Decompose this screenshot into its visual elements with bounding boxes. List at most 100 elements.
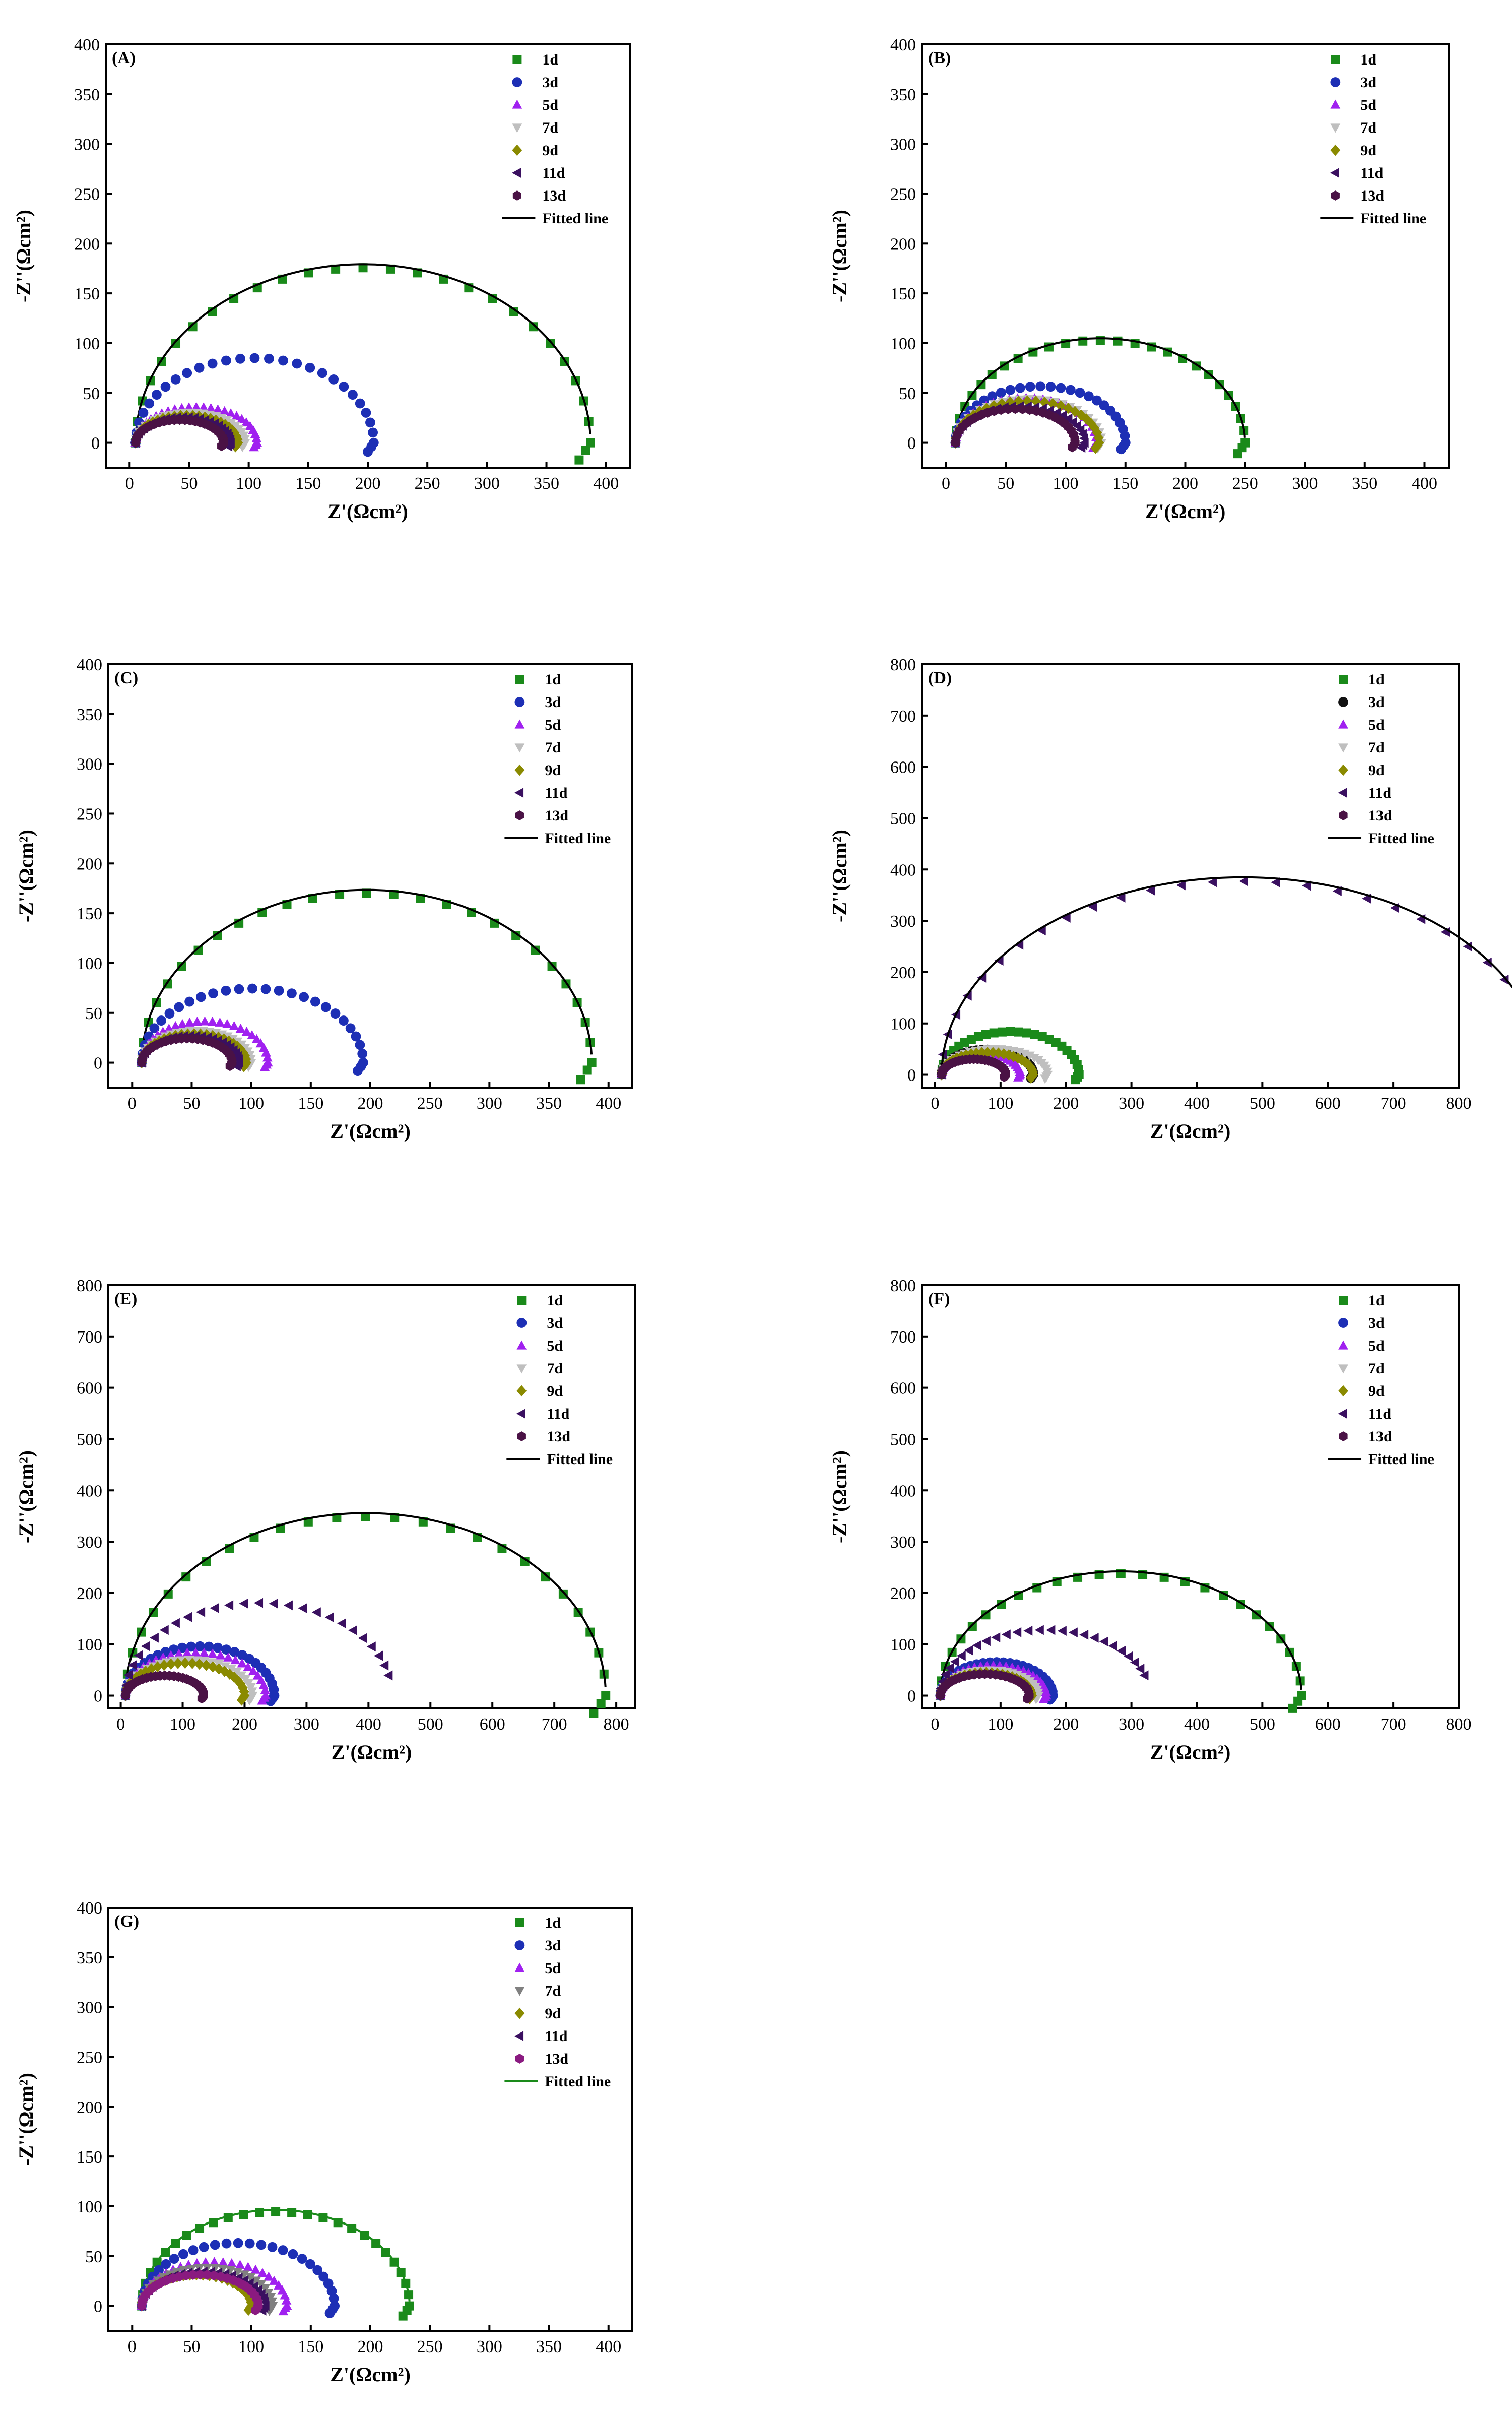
data-point-11d <box>1108 1641 1117 1651</box>
data-point-13d <box>225 1061 234 1071</box>
legend-label-fitted-line: Fitted line <box>1368 1451 1434 1468</box>
data-point-9d <box>159 1659 169 1671</box>
y-tick-label: 200 <box>890 964 916 982</box>
y-tick-label: 800 <box>890 656 916 674</box>
legend-marker-11d <box>1338 788 1347 798</box>
data-point-3d <box>186 1641 196 1652</box>
x-tick-label: 200 <box>355 474 381 493</box>
legend-marker-9d <box>516 1385 527 1397</box>
y-tick-label: 100 <box>77 2198 102 2216</box>
data-point-5d <box>274 2280 284 2290</box>
data-point-5d <box>235 2260 245 2269</box>
y-tick-label: 700 <box>890 707 916 726</box>
data-point-11d <box>141 1641 150 1651</box>
y-tick-label: 50 <box>85 2248 102 2266</box>
nyquist-panel-d: 0 100 200 300 400 500 600 700 800 0 100 200 300 400 50… <box>828 656 1512 1142</box>
y-tick-label: 300 <box>890 1533 916 1552</box>
data-point-3d <box>355 398 365 409</box>
legend-label-5d: 5d <box>545 1960 561 1977</box>
data-point-13d <box>990 406 999 416</box>
data-point-3d <box>357 1048 368 1059</box>
legend-label-fitted-line: Fitted line <box>1368 830 1434 847</box>
data-point-3d <box>1075 388 1085 398</box>
legend-marker-11d <box>1330 168 1339 178</box>
data-point-11d <box>940 1669 950 1680</box>
y-tick-label: 100 <box>77 955 102 973</box>
data-point-9d <box>152 1661 163 1673</box>
data-point-11d <box>1271 877 1280 887</box>
data-point-9d <box>1081 413 1092 425</box>
data-point-9d <box>236 1694 247 1706</box>
x-tick-label: 150 <box>1112 474 1138 493</box>
nyquist-panel-b: 0 50 100 150 200 250 300 350 400 0 50 100 150 200 250 3… <box>828 36 1450 523</box>
panel-label: (B) <box>928 49 951 68</box>
data-point-11d <box>950 1657 959 1667</box>
data-point-1d <box>997 1027 1007 1037</box>
data-point-11d <box>239 1598 248 1609</box>
data-point-5d <box>223 1652 233 1662</box>
y-tick-label: 600 <box>890 758 916 777</box>
data-point-11d <box>1176 880 1186 891</box>
y-tick-label: 800 <box>77 1277 102 1295</box>
data-point-11d <box>991 1632 1001 1643</box>
data-point-5d <box>222 1019 232 1028</box>
x-tick-label: 100 <box>988 1715 1013 1734</box>
y-tick-label: 400 <box>890 1482 916 1500</box>
data-point-11d <box>223 441 233 452</box>
data-point-3d <box>363 447 373 457</box>
legend-label-5d: 5d <box>542 97 558 113</box>
data-point-3d <box>1015 383 1025 393</box>
data-point-5d <box>248 1666 258 1675</box>
legend-label-11d: 11d <box>1368 1406 1391 1422</box>
data-point-11d <box>1130 1657 1139 1668</box>
data-point-9d <box>966 1048 976 1060</box>
y-axis-label: -Z''(Ωcm²) <box>12 210 35 302</box>
data-point-5d <box>207 1648 218 1658</box>
y-axis-label: -Z''(Ωcm²) <box>15 830 37 922</box>
data-point-9d <box>1089 422 1100 434</box>
series-13d <box>137 1033 237 1071</box>
data-point-1d <box>1014 1027 1023 1037</box>
x-axis-label: Z'(Ωcm²) <box>1145 500 1226 523</box>
legend-label-9d: 9d <box>542 142 558 159</box>
x-tick-label: 800 <box>1446 1715 1472 1734</box>
data-point-9d <box>982 1047 993 1058</box>
legend-label-9d: 9d <box>1368 762 1385 779</box>
data-point-1d <box>1037 1032 1047 1041</box>
data-point-5d <box>207 1017 218 1026</box>
y-tick-label: 400 <box>77 1899 102 1918</box>
data-point-1d <box>529 322 538 332</box>
data-point-5d <box>226 2258 237 2267</box>
legend-marker-1d <box>515 1918 524 1927</box>
x-axis-label: Z'(Ωcm²) <box>1150 1120 1231 1142</box>
legend-label-13d: 13d <box>547 1428 570 1445</box>
data-point-11d <box>283 1600 293 1611</box>
data-point-1d <box>390 1513 400 1523</box>
y-tick-label: 350 <box>890 86 916 104</box>
data-point-5d <box>251 433 262 442</box>
data-point-3d <box>170 374 181 385</box>
y-tick-label: 500 <box>77 1430 102 1449</box>
data-point-11d <box>231 1061 241 1071</box>
legend-marker-3d <box>1330 77 1341 87</box>
y-tick-label: 300 <box>77 1533 102 1552</box>
data-point-13d <box>1011 404 1020 414</box>
data-point-7d <box>232 2268 243 2277</box>
y-tick-label: 300 <box>890 136 916 154</box>
y-tick-label: 200 <box>77 2098 102 2117</box>
data-point-3d <box>1092 395 1102 406</box>
legend-label-9d: 9d <box>1360 142 1376 159</box>
legend-label-11d: 11d <box>1360 165 1383 181</box>
plot-frame <box>921 1284 1460 1709</box>
data-point-5d <box>174 1648 184 1658</box>
x-tick-label: 350 <box>536 2337 562 2356</box>
legend-label-11d: 11d <box>545 785 567 801</box>
x-tick-label: 300 <box>477 2337 502 2356</box>
x-tick-label: 700 <box>1380 1715 1406 1734</box>
data-point-9d <box>971 1047 982 1059</box>
legend-label-9d: 9d <box>547 1383 563 1400</box>
x-tick-label: 500 <box>1250 1094 1275 1113</box>
data-point-3d <box>299 992 309 1002</box>
data-point-5d <box>269 2275 279 2285</box>
y-tick-label: 100 <box>890 1015 916 1034</box>
